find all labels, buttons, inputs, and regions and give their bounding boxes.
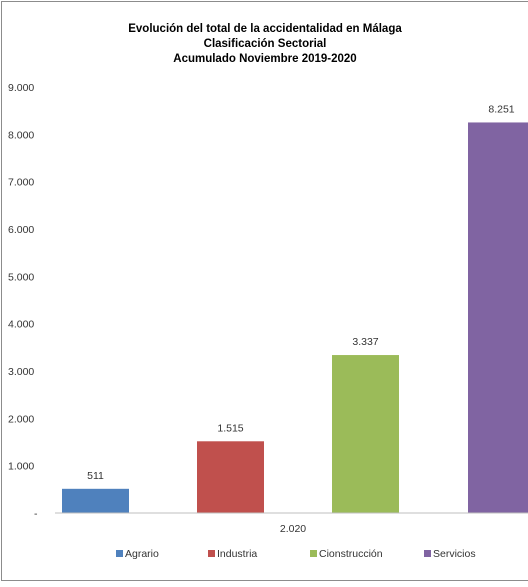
data-label-industria: 1.515 bbox=[217, 422, 243, 434]
legend-label-servicios: Servicios bbox=[433, 548, 476, 560]
bar-agrario bbox=[62, 488, 129, 513]
y-tick-label: 7.000 bbox=[8, 177, 34, 189]
legend-swatch-industria bbox=[208, 550, 215, 557]
x-axis-category-label: 2.020 bbox=[280, 523, 306, 535]
y-tick-label: 5.000 bbox=[8, 271, 34, 283]
y-tick-label: 6.000 bbox=[8, 224, 34, 236]
chart-title-line-1: Evolución del total de la accidentalidad… bbox=[128, 23, 402, 35]
y-axis-ticks: - 1.000 2.000 3.000 4.000 5.000 6.000 7.000 8.00… bbox=[8, 82, 38, 520]
legend-label-agrario: Agrario bbox=[125, 548, 159, 560]
y-tick-label: 9.000 bbox=[8, 82, 34, 94]
legend-swatch-cionstrucción bbox=[310, 550, 317, 557]
legend-swatch-agrario bbox=[116, 550, 123, 557]
y-tick-label: 4.000 bbox=[8, 319, 34, 331]
y-tick-label: 8.000 bbox=[8, 129, 34, 141]
data-label-cionstrucción: 3.337 bbox=[352, 336, 378, 348]
bar-cionstrucción bbox=[332, 355, 399, 513]
bar-servicios bbox=[468, 122, 528, 513]
data-label-servicios: 8.251 bbox=[488, 103, 514, 115]
y-tick-label: - bbox=[34, 508, 38, 520]
y-tick-label: 1.000 bbox=[8, 461, 34, 473]
legend: Agrario Industria Cionstrucción Servicios bbox=[116, 548, 476, 560]
chart-title: Evolución del total de la accidentalidad… bbox=[128, 23, 402, 65]
chart-title-line-3: Acumulado Noviembre 2019-2020 bbox=[173, 53, 356, 65]
legend-swatch-servicios bbox=[424, 550, 431, 557]
legend-label-industria: Industria bbox=[217, 548, 257, 560]
data-label-agrario: 511 bbox=[87, 470, 104, 482]
legend-label-cionstrucción: Cionstrucción bbox=[319, 548, 383, 560]
y-tick-label: 2.000 bbox=[8, 413, 34, 425]
y-tick-label: 3.000 bbox=[8, 366, 34, 378]
chart-title-line-2: Clasificación Sectorial bbox=[204, 38, 327, 50]
bars: 511 1.515 3.337 8.251 bbox=[62, 103, 528, 513]
bar-industria bbox=[197, 441, 264, 513]
